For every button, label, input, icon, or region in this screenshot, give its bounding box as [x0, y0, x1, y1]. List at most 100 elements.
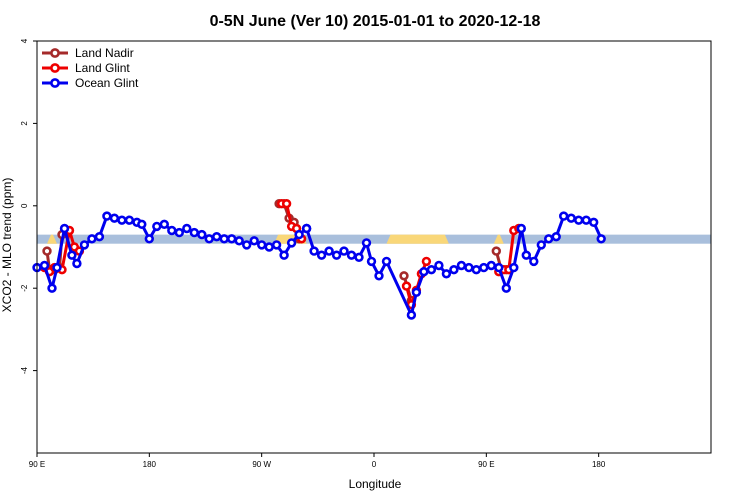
- data-point: [401, 281, 412, 291]
- data-point: [434, 260, 444, 271]
- data-point: [573, 215, 584, 225]
- series-ocean-glint: [32, 211, 606, 320]
- legend-marker: [50, 63, 60, 73]
- x-tick-label: 90 W: [252, 460, 271, 469]
- data-point: [182, 223, 192, 234]
- data-point: [42, 246, 52, 256]
- data-point: [456, 260, 467, 271]
- data-point: [588, 217, 599, 228]
- data-point: [167, 225, 177, 236]
- data-point: [117, 215, 127, 225]
- data-point: [366, 256, 377, 267]
- y-axis: -4 -2 0 2 4: [20, 38, 37, 374]
- data-point: [536, 240, 546, 250]
- data-point: [479, 262, 489, 273]
- data-point: [52, 262, 62, 273]
- data-point: [581, 215, 591, 225]
- data-point: [67, 250, 77, 260]
- legend-item-land-glint: Land Glint: [42, 61, 130, 75]
- land-band-segment: [493, 234, 504, 244]
- data-point: [464, 262, 474, 273]
- data-point: [596, 234, 606, 244]
- data-point: [346, 250, 357, 260]
- x-axis-label: Longitude: [349, 477, 402, 491]
- data-point: [257, 240, 267, 250]
- data-point: [124, 215, 135, 225]
- data-point: [174, 227, 185, 238]
- data-point: [249, 236, 259, 246]
- data-point: [449, 265, 459, 275]
- legend-label: Land Glint: [75, 61, 130, 75]
- data-point: [441, 269, 452, 279]
- ocean-band: [37, 234, 711, 244]
- y-tick-label: 0: [20, 203, 29, 208]
- x-tick-label: 90 E: [478, 460, 494, 469]
- data-point: [521, 250, 531, 260]
- data-point: [411, 287, 422, 297]
- x-tick-label: 180: [592, 460, 606, 469]
- data-point: [543, 234, 554, 244]
- data-point: [471, 265, 481, 275]
- data-point: [102, 211, 112, 221]
- data-point: [242, 240, 252, 250]
- y-tick-label: 4: [20, 38, 29, 43]
- data-point: [279, 250, 289, 260]
- data-point: [494, 262, 504, 273]
- x-tick-label: 180: [143, 460, 157, 469]
- data-point: [212, 232, 222, 242]
- data-point: [529, 256, 539, 267]
- legend-marker: [50, 78, 60, 88]
- data-point: [426, 265, 437, 275]
- legend-label: Land Nadir: [75, 46, 134, 60]
- data-point: [72, 258, 82, 269]
- surface-band: [37, 234, 711, 244]
- data-point: [324, 246, 334, 256]
- legend-marker: [50, 48, 60, 58]
- data-point: [159, 219, 170, 230]
- legend-item-ocean-glint: Ocean Glint: [42, 76, 139, 90]
- data-point: [79, 240, 90, 250]
- data-point: [94, 232, 105, 242]
- data-point: [227, 234, 237, 244]
- data-point: [264, 242, 274, 252]
- land-band-segment: [46, 234, 57, 244]
- data-point: [421, 256, 432, 267]
- data-point: [144, 234, 155, 244]
- data-point: [204, 234, 214, 244]
- legend-label: Ocean Glint: [75, 76, 139, 90]
- data-point: [486, 260, 496, 271]
- data-point: [374, 271, 384, 281]
- data-point: [109, 213, 120, 223]
- data-point: [47, 283, 57, 293]
- data-point: [331, 250, 342, 260]
- y-tick-label: -4: [20, 366, 29, 374]
- series-layer: [32, 199, 606, 320]
- y-axis-label: XCO2 - MLO trend (ppm): [0, 178, 14, 313]
- data-point: [152, 221, 162, 232]
- data-point: [339, 246, 349, 256]
- data-point: [491, 246, 501, 256]
- x-axis: 90 E 180 90 W 0 90 E 180: [29, 453, 606, 469]
- data-point: [87, 234, 97, 244]
- data-point: [501, 283, 511, 293]
- data-point: [551, 232, 561, 242]
- data-point: [399, 271, 409, 281]
- data-point: [59, 223, 70, 234]
- data-point: [294, 229, 304, 240]
- y-tick-label: 2: [20, 121, 29, 126]
- data-point: [509, 262, 519, 273]
- legend-item-land-nadir: Land Nadir: [42, 46, 134, 60]
- data-point: [286, 238, 297, 248]
- data-point: [419, 267, 429, 277]
- x-tick-label: 90 E: [29, 460, 45, 469]
- data-point: [39, 260, 50, 271]
- data-point: [197, 229, 207, 240]
- data-point: [281, 199, 292, 209]
- data-point: [301, 223, 312, 234]
- data-point: [406, 310, 417, 320]
- data-point: [137, 219, 147, 230]
- land-band-segment: [386, 234, 449, 244]
- data-point: [316, 250, 327, 260]
- data-point: [566, 213, 576, 223]
